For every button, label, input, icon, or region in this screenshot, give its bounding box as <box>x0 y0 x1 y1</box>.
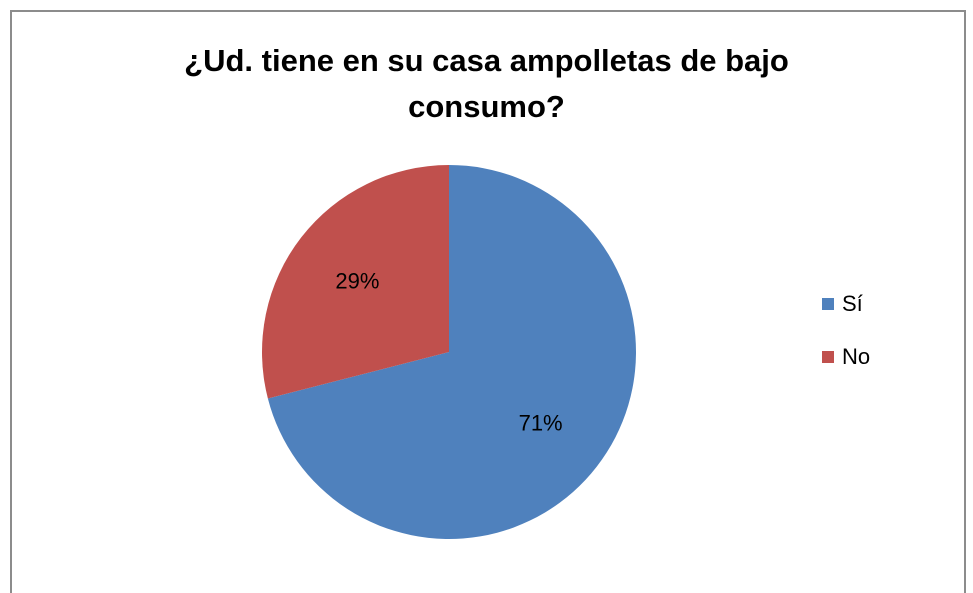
pie-data-labels: 71% 29% <box>335 268 562 435</box>
chart-title: ¿Ud. tiene en su casa ampolletas de bajo… <box>0 38 973 130</box>
data-label-no: 29% <box>335 268 379 293</box>
pie-slices <box>261 165 636 539</box>
pie-slice-si <box>267 165 636 539</box>
legend: Sí No <box>822 290 870 396</box>
legend-label-no: No <box>842 344 871 369</box>
legend-item-no: No <box>822 343 870 371</box>
legend-swatch-si <box>822 298 834 310</box>
chart-title-line-1: ¿Ud. tiene en su casa ampolletas de bajo <box>184 43 789 78</box>
pie-slice-no <box>261 165 449 399</box>
legend-label-si: Sí <box>842 291 863 316</box>
chart-title-line-2: consumo? <box>408 89 565 124</box>
data-label-si: 71% <box>519 411 563 436</box>
legend-swatch-no <box>822 351 834 363</box>
legend-item-si: Sí <box>822 290 870 318</box>
